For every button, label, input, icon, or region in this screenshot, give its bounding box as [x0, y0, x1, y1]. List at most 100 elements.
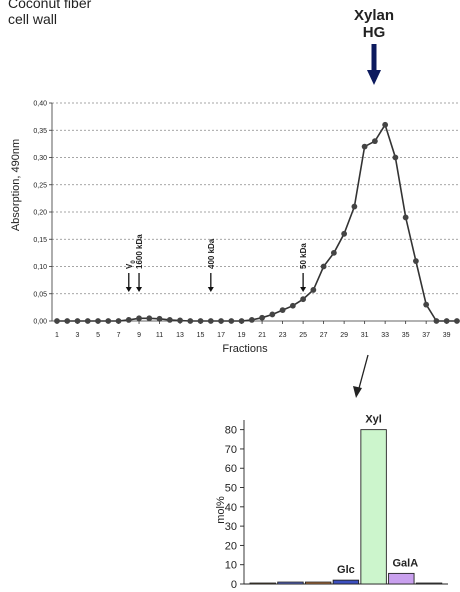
y-tick-label: 0,15: [33, 237, 47, 244]
x-tick-label: 31: [361, 332, 369, 339]
data-point: [330, 249, 337, 256]
x-tick-label: 17: [217, 332, 225, 339]
data-point: [341, 230, 348, 237]
x-tick-label: 25: [299, 332, 307, 339]
x-tick-label: 15: [197, 332, 205, 339]
data-point: [279, 307, 286, 313]
x-tick-label: 5: [96, 332, 100, 339]
data-point: [187, 318, 194, 324]
data-point: [382, 121, 389, 128]
data-point: [361, 143, 368, 150]
data-point: [402, 214, 409, 221]
data-point: [115, 318, 122, 324]
data-point: [105, 318, 112, 324]
bar-y-tick-label: 20: [225, 540, 237, 552]
data-point: [197, 318, 204, 324]
x-tick-label: 39: [443, 332, 451, 339]
elution-profile-chart: Absorption, 490nm Fractions 0,00 0,05 0,10…: [10, 101, 460, 355]
data-point: [443, 318, 450, 324]
marker-arrowhead: [300, 287, 307, 292]
callout-line1: Xylan: [354, 7, 394, 24]
data-point: [320, 263, 327, 270]
header-line2: cell wall: [8, 11, 57, 27]
bar-y-tick-label: 40: [225, 502, 237, 514]
x-tick-label: 11: [156, 332, 163, 339]
y-tick-label: 0,30: [33, 155, 47, 162]
data-point: [371, 138, 378, 145]
y-tick-label: 0,25: [33, 182, 47, 189]
data-point: [259, 314, 265, 321]
bar: [360, 429, 387, 585]
data-point: [392, 154, 399, 161]
bar: [332, 579, 360, 585]
bar-y-tick-label: 50: [225, 483, 237, 495]
y-axis-label: Absorption, 490nm: [10, 139, 22, 231]
data-point: [454, 318, 460, 324]
marker-arrowhead: [207, 287, 214, 292]
x-tick-label: 7: [117, 332, 121, 339]
x-tick-label: 19: [238, 332, 246, 339]
callout-line2: HG: [363, 24, 386, 41]
data-point: [207, 318, 214, 324]
bar-y-tick-label: 0: [231, 579, 237, 591]
marker-label: 1600 kDa: [135, 234, 144, 269]
x-tick-label: 29: [340, 332, 348, 339]
bar: [415, 582, 443, 585]
data-point: [125, 317, 132, 323]
x-tick-label: 1: [55, 332, 59, 339]
x-tick-label: 13: [176, 332, 184, 339]
y-tick-label: 0,10: [33, 264, 47, 271]
data-point: [413, 258, 419, 264]
marker-arrowhead: [125, 287, 132, 292]
header-line1: Coconut fiber: [8, 0, 92, 11]
data-point: [218, 318, 224, 324]
data-point: [423, 301, 430, 308]
bar-label: Xyl: [365, 414, 382, 426]
data-point: [95, 318, 101, 324]
bar-y-tick-label: 60: [225, 463, 237, 475]
data-point: [300, 296, 307, 303]
bar-label: Glc: [337, 564, 355, 576]
x-tick-label: 3: [76, 332, 80, 339]
x-tick-label: 27: [320, 332, 328, 339]
pointer-arrow: [353, 354, 369, 398]
y-tick-label: 0,35: [33, 128, 47, 135]
marker-label: 400 kDa: [207, 238, 216, 269]
bar-y-tick-label: 10: [225, 560, 237, 572]
data-point: [177, 317, 183, 324]
data-point: [289, 302, 296, 309]
marker-label: 50 kDa: [299, 243, 308, 269]
bar-y-tick-label: 80: [225, 425, 237, 437]
x-tick-label: 37: [422, 332, 430, 339]
x-tick-label: 35: [402, 332, 410, 339]
marker-arrowhead: [136, 287, 143, 292]
data-point: [54, 318, 60, 324]
bar-y-axis-label: mol%: [215, 496, 227, 524]
y-tick-label: 0,20: [33, 210, 47, 217]
x-tick-label: 33: [381, 332, 389, 339]
bar: [388, 572, 415, 585]
bar: [249, 582, 276, 585]
bar: [304, 581, 332, 585]
bar-label: GalA: [392, 557, 418, 569]
data-point: [351, 203, 358, 210]
y-tick-label: 0,05: [33, 291, 47, 298]
x-tick-label: 23: [279, 332, 287, 339]
marker-label: V0: [125, 260, 137, 269]
data-point: [248, 317, 255, 323]
bar-y-tick-label: 70: [225, 444, 237, 456]
x-axis-label: Fractions: [222, 343, 268, 355]
bar: [277, 581, 304, 585]
data-point: [433, 318, 440, 324]
data-point: [84, 318, 91, 324]
data-point: [74, 318, 81, 324]
data-point: [166, 317, 173, 323]
monosaccharide-chart: mol% 0 10 20 30 40 50 60 70 80 Glc Xyl GalA: [215, 414, 448, 591]
data-point: [228, 318, 235, 324]
callout-arrow: [367, 44, 381, 85]
data-point: [146, 315, 153, 322]
bar-y-tick-label: 30: [225, 521, 237, 533]
data-point: [64, 318, 71, 324]
data-point: [156, 315, 163, 322]
